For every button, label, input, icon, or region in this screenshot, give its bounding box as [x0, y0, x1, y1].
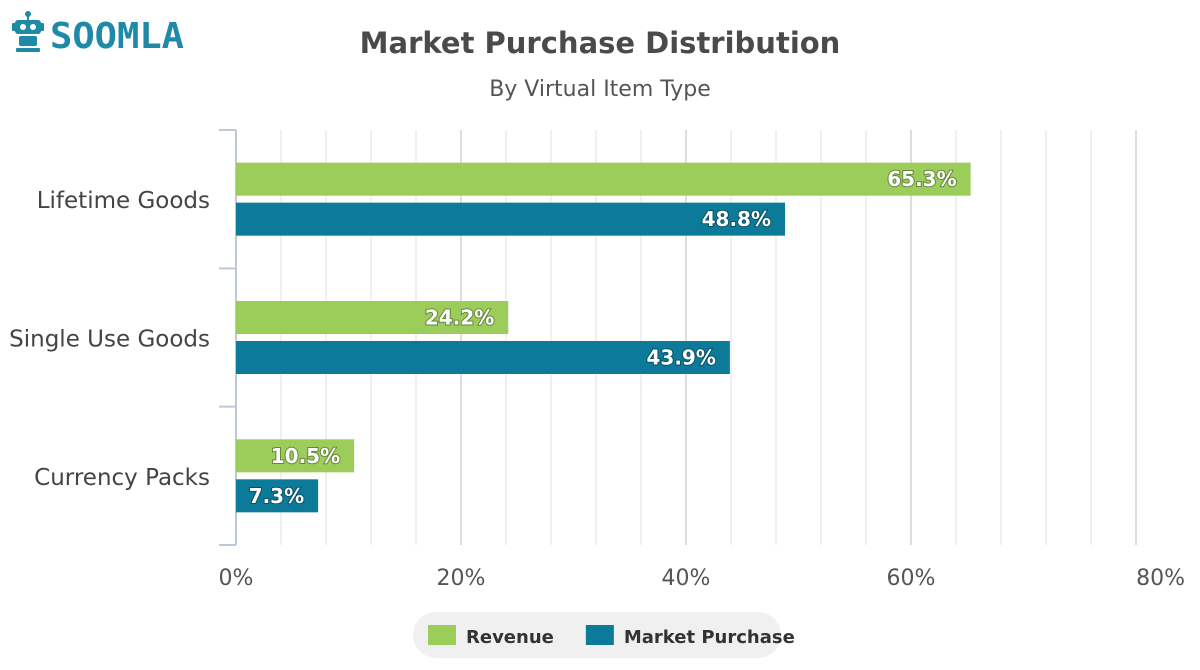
category-label: Currency Packs: [34, 465, 210, 491]
category-label: Single Use Goods: [9, 327, 210, 353]
bar-value-label: 65.3%: [887, 167, 956, 191]
y-axis: [219, 129, 237, 546]
chart-subtitle: By Virtual Item Type: [489, 77, 711, 102]
bars-group: Lifetime Goods 65.3% 48.8% Single Use Goods…: [9, 162, 971, 513]
chart-title: Market Purchase Distribution: [360, 26, 841, 60]
bar-value-label: 43.9%: [646, 346, 715, 370]
x-tick-label: 60%: [887, 566, 936, 591]
x-axis-ticks: 0% 20% 40% 60% 80%: [219, 566, 1185, 591]
bar-value-label: 24.2%: [425, 306, 494, 330]
grid-lines: [280, 130, 1137, 545]
bar-value-label: 7.3%: [249, 484, 304, 508]
legend: Revenue Market Purchase: [413, 612, 795, 658]
legend-swatch: [428, 625, 456, 645]
bar: [236, 439, 355, 473]
bar: [236, 479, 319, 513]
legend-label[interactable]: Market Purchase: [624, 627, 795, 648]
x-tick-label: 20%: [437, 566, 486, 591]
x-tick-label: 0%: [219, 566, 254, 591]
logo-wordmark: SOOMLA: [50, 16, 184, 56]
x-tick-label: 40%: [662, 566, 711, 591]
category-label: Lifetime Goods: [37, 188, 210, 214]
bar: [236, 162, 971, 196]
bar: [236, 202, 785, 236]
bar: [236, 301, 509, 334]
soomla-logo: SOOMLA: [12, 11, 184, 56]
bar: [236, 341, 730, 374]
bar-value-label: 10.5%: [271, 444, 340, 468]
bar-value-label: 48.8%: [702, 207, 771, 231]
x-tick-label: 80%: [1136, 566, 1185, 591]
legend-swatch: [585, 625, 614, 645]
robot-icon: [12, 11, 44, 52]
legend-label[interactable]: Revenue: [466, 627, 554, 648]
